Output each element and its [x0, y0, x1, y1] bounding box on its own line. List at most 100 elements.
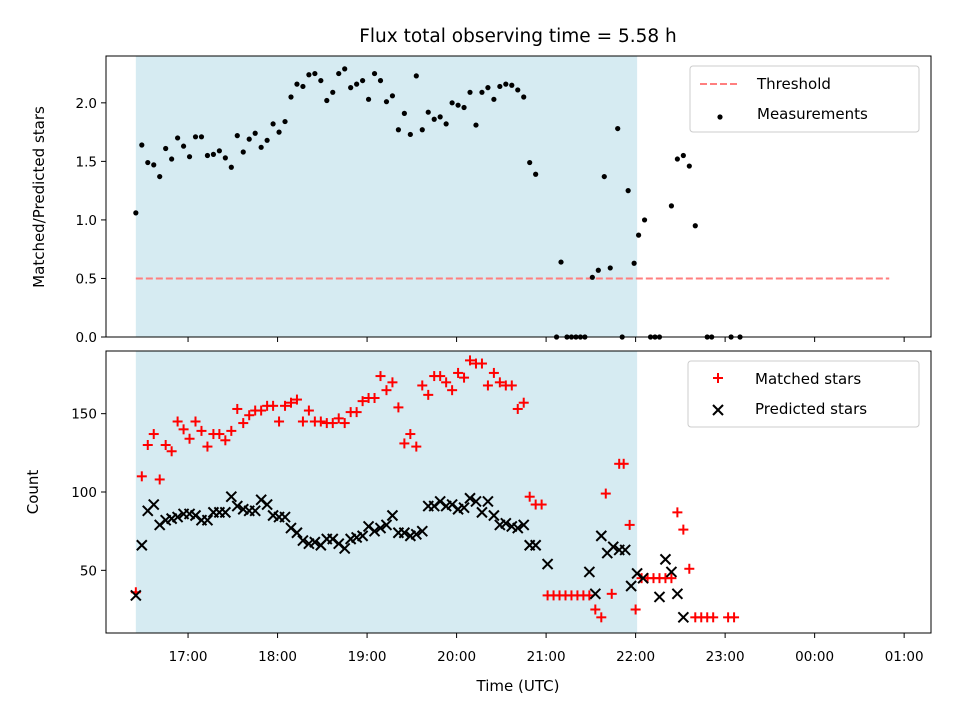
predicted-point-b [488, 509, 500, 522]
measurement-point [635, 232, 642, 238]
matched-point [190, 416, 201, 427]
predicted-point-b [255, 494, 267, 506]
matched-point [708, 612, 719, 623]
legend-predicted-label: Predicted stars [755, 400, 867, 418]
measurement-point [365, 96, 372, 102]
matched-point [280, 400, 291, 411]
matched-point [136, 471, 147, 482]
predicted-point [410, 528, 423, 541]
matched-point [148, 429, 159, 440]
measurement-point [668, 203, 675, 209]
bottom-y-tick-label: 150 [71, 407, 97, 423]
matched-point [729, 612, 740, 623]
predicted-point [541, 558, 554, 570]
measurement-point [294, 81, 300, 87]
matched-point [142, 440, 153, 450]
predicted-point [607, 541, 619, 553]
measurement-point [312, 70, 318, 77]
predicted-point-b [589, 588, 602, 600]
legend-matched-label: Matched stars [755, 370, 861, 388]
measurement-point [336, 70, 342, 77]
predicted-point-b [583, 566, 596, 578]
legend-predicted-swatch-b [712, 404, 724, 416]
measurement-point [601, 173, 607, 180]
matched-point [666, 573, 677, 584]
measurement-point [306, 72, 312, 78]
x-tick-label: 00:00 [795, 649, 834, 665]
predicted-point [665, 566, 678, 578]
measurement-point [692, 223, 698, 229]
measurement-point [252, 130, 258, 136]
predicted-point-b [380, 519, 393, 531]
bottom-legend: Matched stars Predicted stars [687, 360, 920, 428]
predicted-point-b [619, 544, 631, 556]
predicted-point [619, 544, 631, 556]
measurement-point [377, 77, 384, 84]
matched-point [172, 416, 183, 427]
x-tick-label: 01:00 [885, 649, 924, 665]
measurement-point [533, 171, 539, 177]
top-y-tick-label: 0.5 [76, 271, 97, 287]
predicted-point-b [309, 536, 321, 548]
matched-point [160, 440, 171, 450]
measurement-point [222, 155, 228, 161]
bottom-panel: 50 100 150 17:00 18:00 19:00 20:00 21:00 22:00 23… [71, 350, 932, 665]
bottom-y-axis-label: Count [24, 470, 42, 515]
measurement-point [180, 143, 187, 149]
predicted-point [136, 539, 148, 551]
predicted-point-b [529, 539, 542, 551]
measurement-point [437, 114, 443, 120]
predicted-point-b [338, 542, 351, 555]
measurement-point [680, 152, 686, 159]
measurement-point [615, 125, 621, 132]
predicted-point [416, 525, 428, 537]
matched-point [624, 519, 635, 530]
predicted-point-b [671, 588, 684, 600]
measurement-point [276, 129, 282, 135]
measurement-point [625, 188, 631, 194]
measurement-point [246, 136, 252, 142]
predicted-point-b [201, 514, 214, 526]
measurement-point [425, 109, 431, 115]
predicted-point [380, 519, 393, 531]
observing-window-top [135, 56, 638, 337]
measurement-point [324, 97, 330, 104]
matched-point [399, 438, 410, 449]
observing-window-bottom [135, 351, 638, 633]
measurement-point [558, 259, 564, 265]
matched-point [488, 367, 499, 378]
predicted-point-b [637, 572, 649, 584]
predicted-point-b [446, 498, 458, 511]
predicted-point-b [285, 522, 297, 534]
legend-measurements-swatch [717, 114, 723, 120]
predicted-point-b [398, 527, 411, 539]
predicted-point [201, 514, 214, 526]
predicted-point [595, 530, 608, 542]
legend-measurements-label: Measurements [757, 105, 868, 123]
predicted-point [488, 509, 500, 522]
predicted-point [219, 506, 232, 519]
matched-point [333, 413, 344, 424]
predicted-point-b [219, 506, 232, 519]
matched-point [291, 394, 302, 405]
matched-point [453, 367, 464, 378]
bottom-y-tick-label: 50 [80, 563, 97, 579]
measurement-point [139, 142, 145, 148]
predicted-point-b [595, 530, 608, 542]
measurement-point [607, 265, 613, 271]
predicted-point-b [171, 511, 184, 523]
legend-threshold-label: Threshold [756, 75, 831, 93]
predicted-point [368, 525, 381, 537]
predicted-point [512, 522, 524, 534]
matched-point [166, 446, 177, 457]
predicted-point-b [362, 520, 375, 533]
predicted-point-b [267, 509, 279, 522]
predicted-point-b [333, 537, 345, 550]
matched-point [524, 491, 535, 502]
predicted-point-b [512, 522, 524, 534]
measurement-point [330, 89, 336, 95]
predicted-point [398, 527, 411, 539]
matched-point [202, 441, 213, 452]
matched-point [154, 474, 165, 485]
